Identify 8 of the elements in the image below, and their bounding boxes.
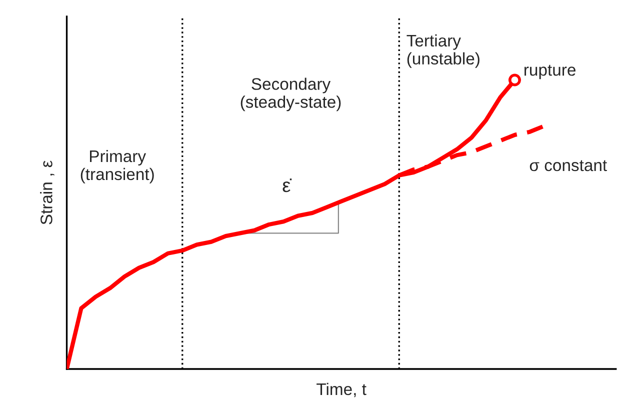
y-axis-title: Strain , ε xyxy=(40,160,54,224)
annotation: σ constant xyxy=(530,160,607,172)
x-axis-title: Time, t xyxy=(316,382,366,398)
annotation: Secondary (steady-state) xyxy=(240,78,341,112)
annotation: ε̇ xyxy=(282,178,292,192)
text: Tertiary (unstable) xyxy=(406,34,480,68)
annotation: Primary (transient) xyxy=(80,150,154,184)
text: rupture xyxy=(524,64,576,80)
